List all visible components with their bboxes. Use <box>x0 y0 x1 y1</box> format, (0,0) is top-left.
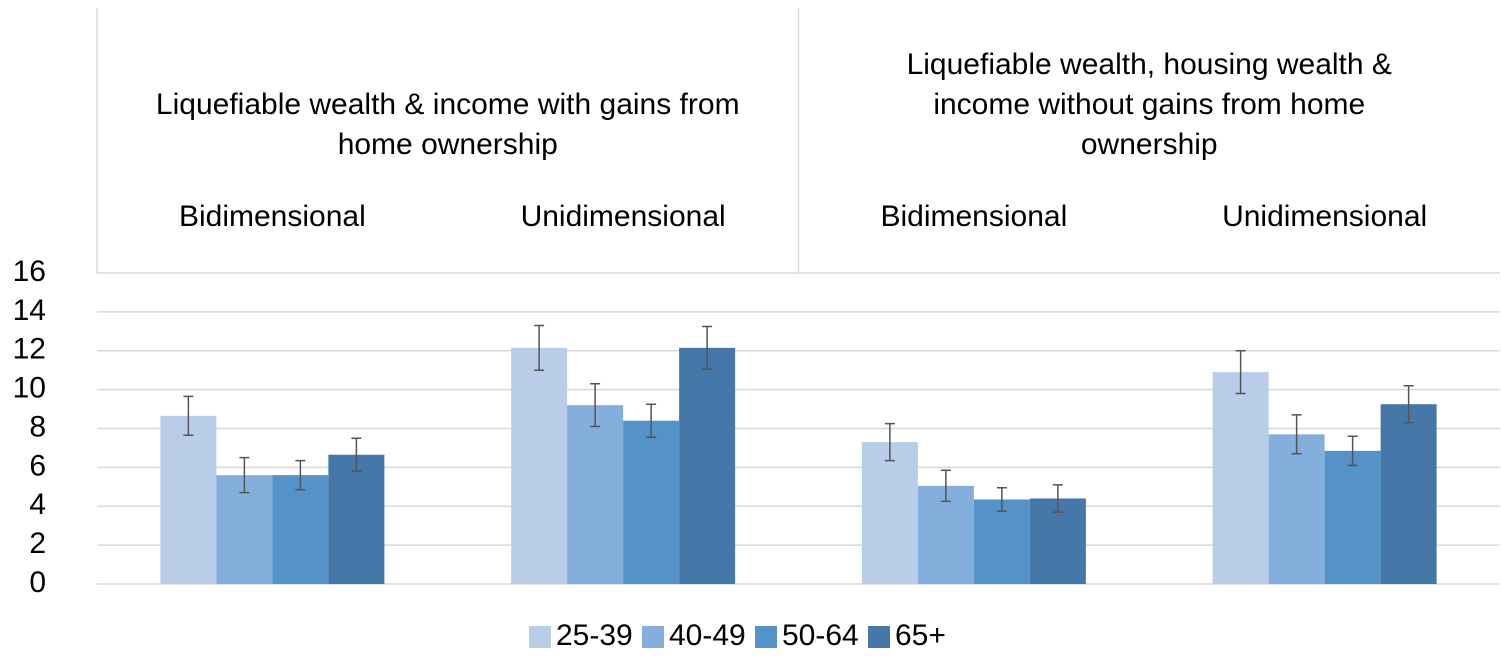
error-bar <box>1235 350 1246 395</box>
bar <box>328 454 385 584</box>
bar <box>160 415 217 584</box>
bar <box>861 442 918 584</box>
legend-swatch <box>868 626 890 648</box>
x-tick-label: Bidimensional <box>179 200 366 233</box>
x-tick-label: Unidimensional <box>1222 200 1427 233</box>
error-bar <box>239 456 250 494</box>
y-tick-label: 4 <box>29 488 46 521</box>
error-bar <box>590 383 601 428</box>
legend-label: 40-49 <box>669 619 746 652</box>
error-bar <box>702 325 713 370</box>
legend-swatch <box>642 626 664 648</box>
legend-label: 65+ <box>895 619 946 652</box>
y-tick-label: 10 <box>13 372 46 405</box>
bar <box>272 475 329 584</box>
y-tick-label: 14 <box>13 294 46 327</box>
bar <box>1380 404 1437 584</box>
bar <box>1268 434 1325 584</box>
bar <box>917 485 974 584</box>
error-bar <box>940 469 951 503</box>
y-tick-label: 2 <box>29 527 46 560</box>
legend-swatch <box>755 626 777 648</box>
bar <box>973 499 1030 584</box>
error-bar <box>996 487 1007 512</box>
bar <box>679 347 736 584</box>
error-bar <box>646 403 657 438</box>
y-tick-label: 16 <box>13 255 46 288</box>
legend-swatch <box>529 626 551 648</box>
legend-label: 50-64 <box>782 619 859 652</box>
error-bar <box>884 422 895 462</box>
error-bar <box>1403 384 1414 424</box>
group-label: Liquefiable wealth, housing wealth & inc… <box>906 48 1392 161</box>
y-tick-label: 0 <box>29 566 46 599</box>
bar <box>1212 372 1269 584</box>
bar <box>567 405 624 584</box>
y-tick-label: 8 <box>29 410 46 443</box>
group-label: Liquefiable wealth & income with gains f… <box>155 88 740 161</box>
error-bar <box>534 324 545 371</box>
error-bar <box>351 437 362 473</box>
error-bar <box>1052 484 1063 513</box>
bar <box>511 347 568 584</box>
bar <box>1324 450 1381 584</box>
error-bar <box>1347 435 1358 467</box>
error-bar <box>1291 414 1302 455</box>
error-bar <box>183 395 194 437</box>
bar <box>623 420 680 584</box>
x-tick-label: Unidimensional <box>521 200 726 233</box>
x-tick-label: Bidimensional <box>880 200 1067 233</box>
y-tick-label: 12 <box>13 333 46 366</box>
legend-label: 25-39 <box>556 619 633 652</box>
y-tick-label: 6 <box>29 449 46 482</box>
error-bar <box>295 459 306 491</box>
